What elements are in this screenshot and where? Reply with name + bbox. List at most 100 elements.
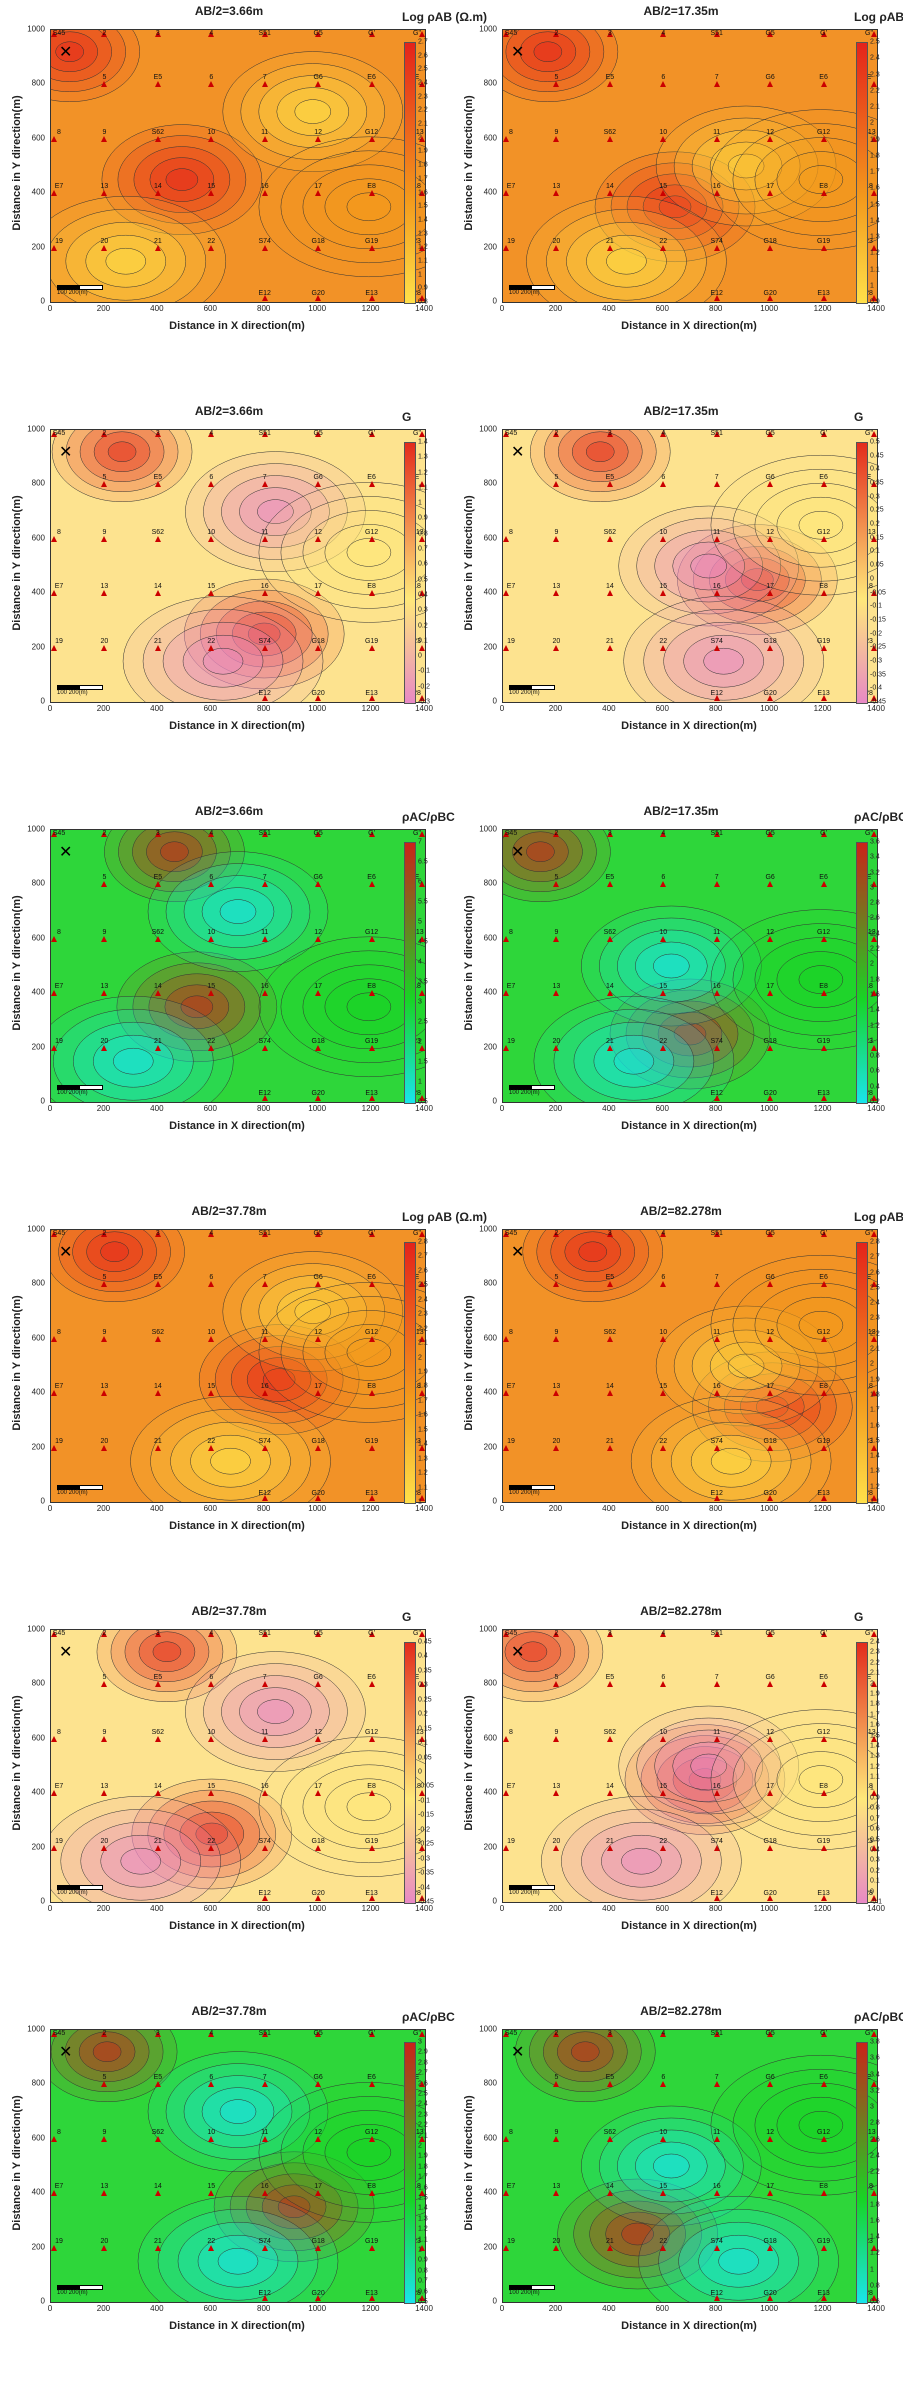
x-axis-ticks: 0 200 400 600 800 1000 1200 1400 <box>500 704 885 716</box>
contour-line <box>672 541 745 591</box>
contour-map-panel: AB/2=37.78m Distance in Y direction(m) 100… <box>4 2002 455 2397</box>
y-tick-label: 400 <box>31 1787 45 1797</box>
colorbar-tick-label: 2.8 <box>870 1238 880 1246</box>
station-label: 20 <box>552 1437 561 1445</box>
station-marker <box>315 1735 322 1742</box>
colorbar-tick-label: 0.05 <box>418 1754 432 1762</box>
y-tick-label: 0 <box>40 296 45 306</box>
station-marker <box>315 31 322 37</box>
panel-title: AB/2=3.66m <box>194 404 264 418</box>
contour-line <box>691 1329 801 1403</box>
contour-line <box>120 1847 162 1875</box>
station-marker <box>767 1790 774 1797</box>
colorbar-tick-label: 2.5 <box>418 1018 428 1026</box>
contour-line <box>550 1230 635 1283</box>
station-marker <box>820 2031 827 2037</box>
station-marker <box>820 2244 827 2251</box>
x-tick-label: 600 <box>655 1904 669 1913</box>
station-marker <box>713 1631 720 1637</box>
station-label: 14 <box>153 1783 162 1791</box>
contour-line <box>80 1821 202 1901</box>
colorbar-tick-label: 1.5 <box>870 201 880 208</box>
station-marker <box>871 2295 877 2301</box>
station-marker <box>368 1231 375 1237</box>
station-marker <box>871 935 877 942</box>
contour-line <box>553 1008 715 1102</box>
contour-line <box>280 950 425 1064</box>
station-marker <box>871 190 877 197</box>
colorbar-tick-label: 1.2 <box>870 1763 880 1771</box>
y-tick-label: 800 <box>31 878 45 888</box>
station-label: E7 <box>506 983 516 991</box>
station-label: 13 <box>100 1783 109 1791</box>
station-label: 16 <box>260 2183 269 2191</box>
station-marker <box>503 2244 509 2251</box>
station-label: 7 <box>262 874 267 882</box>
colorbar-tick-label: 1.2 <box>870 2249 880 2257</box>
station-marker <box>820 1335 827 1342</box>
contour-line <box>276 87 350 136</box>
contour-line <box>677 524 838 635</box>
colorbar-tick-label: 0.15 <box>870 534 884 542</box>
station-label: G5 <box>765 2030 775 2038</box>
colorbar-title: ρAC/ρBC <box>854 2010 903 2024</box>
station-marker <box>101 431 108 437</box>
contour-line <box>146 831 203 873</box>
station-marker <box>419 2031 425 2037</box>
station-label: 13 <box>552 583 561 591</box>
station-marker <box>261 2190 268 2197</box>
station-label: 3 <box>607 1230 612 1238</box>
colorbar-tick-label: 0.6 <box>418 2288 428 2296</box>
colorbar-tick-label: 5.5 <box>418 898 428 906</box>
station-label: 8 <box>509 528 513 536</box>
contour-line <box>124 1630 210 1683</box>
colorbar-tick-label: 0.5 <box>870 438 880 446</box>
station-label: G" <box>413 430 421 438</box>
station-marker <box>315 2295 322 2301</box>
station-marker <box>871 2244 877 2251</box>
station-marker <box>368 2031 375 2037</box>
station-label: 5 <box>102 2074 107 2082</box>
station-marker <box>51 590 57 597</box>
contour-line <box>230 1346 328 1413</box>
x-tick-label: 1200 <box>813 1504 832 1513</box>
station-label: E8 <box>367 1783 376 1791</box>
y-tick-label: 1000 <box>27 824 45 834</box>
x-tick-label: 200 <box>96 304 111 313</box>
x-tick-label: 800 <box>709 1504 723 1513</box>
station-label: 19 <box>507 1437 515 1445</box>
contour-map-panel: AB/2=82.278m Distance in Y direction(m) 10… <box>456 1602 896 1997</box>
station-marker <box>767 2295 774 2301</box>
station-label: E5 <box>605 2074 615 2082</box>
station-marker <box>208 831 215 837</box>
station-marker <box>713 2135 720 2142</box>
station-marker <box>660 2135 667 2142</box>
y-tick-label: 400 <box>483 1387 497 1397</box>
station-marker <box>154 2244 161 2251</box>
scale-bar: 100 200(m) <box>57 2285 103 2296</box>
station-marker <box>261 1231 268 1237</box>
contour-line <box>182 634 264 688</box>
station-label: 15 <box>659 1783 668 1791</box>
station-marker <box>660 535 667 542</box>
colorbar-title: Log ρAB (Ω.m) <box>854 10 903 24</box>
x-tick-label: 1000 <box>308 1104 327 1113</box>
station-label: G' <box>368 1230 375 1238</box>
station-marker <box>713 2031 720 2037</box>
y-tick-label: 0 <box>492 1896 497 1906</box>
station-label: 15 <box>207 583 216 591</box>
station-label: G18 <box>311 2237 325 2245</box>
station-label: G20 <box>311 2290 325 2298</box>
colorbar-tick-label: 1.3 <box>418 453 428 461</box>
colorbar-tick-label: 3.6 <box>870 838 880 846</box>
contour-line <box>573 1021 695 1101</box>
station-marker <box>871 1335 877 1342</box>
station-label: S62 <box>603 128 617 136</box>
contour-line <box>606 247 647 275</box>
x-axis-ticks: 0 200 400 600 800 1000 1200 1400 <box>500 2304 885 2316</box>
contour-map <box>522 1230 877 1502</box>
station-marker <box>368 935 375 942</box>
colorbar-tick-label: -0.35 <box>870 671 886 679</box>
contour-line <box>621 1847 662 1875</box>
station-marker <box>154 1444 161 1451</box>
